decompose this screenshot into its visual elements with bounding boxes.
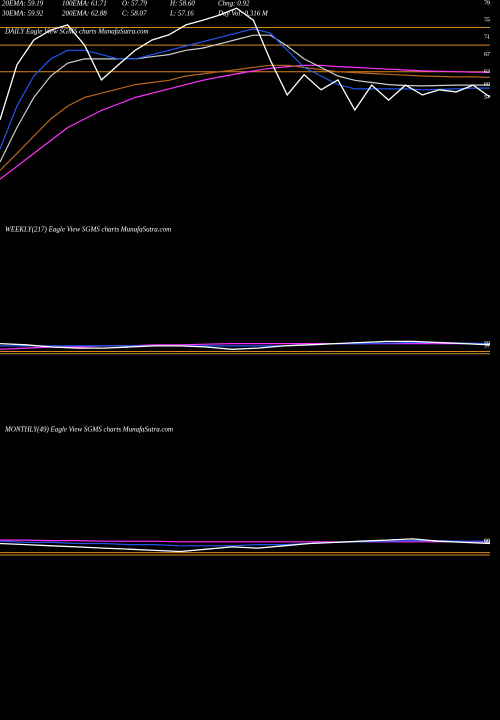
y-tick-label: 57	[484, 95, 490, 101]
header-value: Chng: 0.92	[218, 0, 250, 8]
series-line	[0, 28, 490, 150]
y-tick-label: 75	[484, 18, 490, 24]
y-tick-label: 79	[484, 0, 490, 6]
y-tick-label: 67	[484, 52, 490, 58]
y-tick-label: 60	[484, 539, 490, 545]
panel-title: WEEKLY(217) Eagle View SGMS charts Munaf…	[5, 226, 171, 234]
panel-title: MONTHLY(49) Eagle View SGMS charts Munaf…	[4, 426, 173, 434]
series-line	[0, 7, 491, 121]
header-value: C: 58.07	[122, 10, 147, 18]
y-tick-label: 60	[484, 82, 490, 88]
header-value: H: 58.60	[169, 0, 195, 8]
series-line	[0, 538, 491, 553]
header-value: L: 57.16	[169, 10, 194, 18]
series-line	[0, 539, 490, 543]
header-value: 200EMA: 62.88	[62, 10, 107, 18]
header-value: 20EMA: 59.19	[2, 0, 44, 8]
y-tick-label: 57	[484, 343, 490, 349]
series-line	[0, 340, 491, 350]
series-line	[0, 64, 491, 180]
panel-title: DAILY Eagle View SGMS charts MunafaSutra…	[4, 28, 149, 36]
y-tick-label: 63	[484, 69, 490, 75]
header-value: O: 57.79	[122, 0, 147, 8]
header-value: Day Vol: 0.316 M	[217, 10, 269, 18]
header-value: 30EMA: 59.92	[1, 10, 44, 18]
header-value: 100EMA: 61.71	[62, 0, 107, 8]
y-tick-label: 59	[484, 341, 490, 347]
y-tick-label: 71	[484, 35, 490, 41]
series-line	[0, 34, 491, 163]
series-line	[0, 64, 491, 171]
series-line	[0, 343, 490, 350]
y-tick-label: 59	[484, 540, 490, 546]
series-line	[0, 341, 491, 347]
series-line	[0, 540, 490, 547]
